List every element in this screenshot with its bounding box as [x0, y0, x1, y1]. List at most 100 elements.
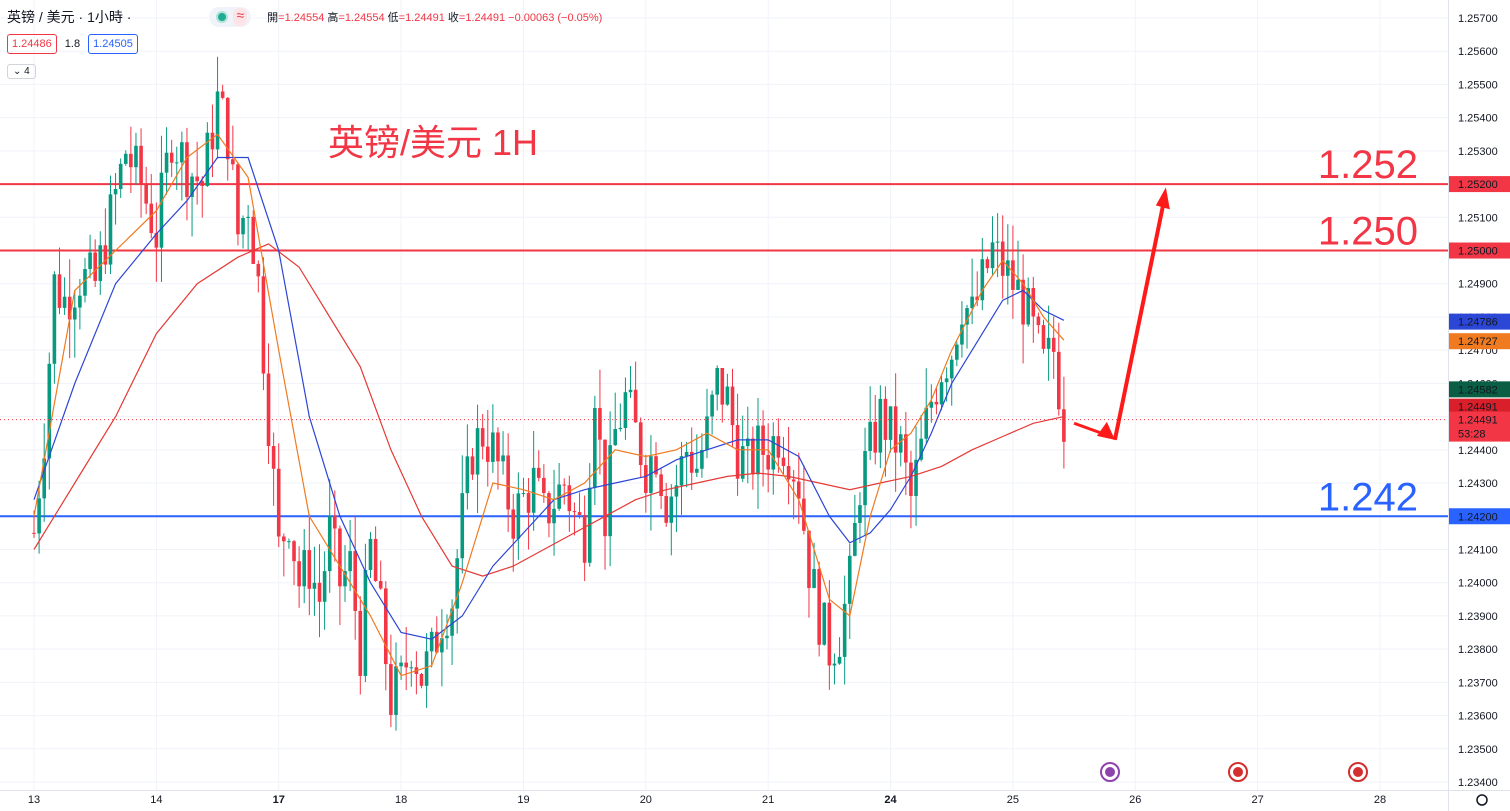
event-icon-core — [1105, 767, 1115, 777]
candle-body — [730, 386, 735, 426]
forecast-arrowhead-up — [1155, 187, 1170, 210]
candle-body — [700, 450, 704, 469]
candle-body — [893, 406, 898, 453]
level-price-badge — [1449, 176, 1510, 193]
candle-body — [210, 132, 215, 150]
candle-body — [939, 382, 944, 405]
price-axis-tick: 1.24900 — [1458, 279, 1498, 291]
candle-body — [37, 498, 41, 534]
candle-body — [383, 588, 388, 665]
buy-button[interactable]: 1.24505 — [88, 34, 138, 54]
symbol-title[interactable]: 英镑 / 美元 · 1小時 · — [7, 9, 132, 25]
candle-body — [536, 467, 541, 478]
high-key: 高 — [327, 12, 339, 24]
candle-body — [67, 296, 72, 320]
chevron-down-icon: ⌄ — [13, 66, 22, 77]
candle-body — [251, 216, 256, 264]
candle-body — [898, 434, 903, 453]
candle-body — [1011, 260, 1015, 290]
price-badge-text: 1.24582 — [1458, 384, 1498, 396]
candle-body — [123, 153, 128, 164]
price-badge-text: 1.24491 — [1458, 402, 1498, 414]
candle-body — [1062, 409, 1066, 442]
candle-body — [470, 456, 475, 475]
candle-body — [751, 438, 755, 475]
candle-body — [1036, 316, 1041, 326]
market-status-pill[interactable]: ≈ — [209, 7, 252, 27]
candle-body — [526, 493, 531, 513]
candle-body — [970, 296, 974, 309]
candle-body — [618, 427, 623, 430]
candle-body — [837, 656, 842, 664]
candle-body — [710, 394, 714, 417]
price-badge — [1449, 398, 1510, 415]
ma-mid-line — [33, 156, 1065, 640]
candle-body — [715, 368, 719, 395]
candle-body — [83, 269, 87, 296]
level-price-badge — [1449, 242, 1510, 259]
indicators-toggle[interactable]: ⌄ 4 — [7, 64, 36, 79]
candle-body — [822, 602, 827, 645]
candle-body — [1016, 279, 1020, 290]
candle-body — [562, 484, 567, 486]
candle-body — [404, 662, 408, 668]
candle-body — [322, 571, 327, 602]
candle-body — [1000, 241, 1005, 276]
candle-body — [689, 451, 694, 473]
candle-body — [241, 218, 245, 235]
candle-body — [914, 459, 918, 496]
candle-body — [1021, 279, 1025, 325]
level-price-badge — [1449, 508, 1510, 525]
candle-body — [909, 462, 913, 496]
candle-body — [200, 181, 205, 186]
candle-body — [317, 582, 322, 602]
candle-body — [628, 389, 633, 393]
candle-body — [394, 666, 398, 715]
candle-body — [52, 274, 57, 364]
candle-body — [475, 428, 480, 475]
candle-body — [399, 662, 403, 667]
candle-body — [134, 145, 138, 168]
candle-body — [297, 561, 301, 587]
lightning-event-icon — [1100, 762, 1120, 782]
candle-body — [409, 667, 414, 669]
price-axis-tick: 1.23600 — [1458, 711, 1498, 723]
candle-body — [934, 401, 939, 405]
price-axis-tick: 1.23400 — [1458, 777, 1498, 789]
sell-button[interactable]: 1.24486 — [7, 34, 57, 54]
candle-body — [271, 445, 276, 469]
candle-body — [378, 581, 383, 589]
candle-body — [1006, 260, 1010, 276]
candle-body — [669, 496, 674, 523]
low-value: =1.24491 — [398, 12, 445, 24]
time-axis-tick: 19 — [517, 794, 529, 806]
candle-body — [419, 674, 424, 686]
candle-body — [389, 664, 393, 715]
candle-body — [1046, 337, 1051, 349]
candle-body — [118, 163, 123, 190]
candle-body — [93, 252, 97, 281]
candle-body — [832, 663, 837, 666]
countdown-text: 53:28 — [1458, 429, 1486, 441]
candle-body — [246, 216, 250, 219]
candle-body — [1041, 325, 1046, 349]
candle-body — [842, 603, 847, 657]
candle-body — [139, 145, 143, 185]
candle-body — [552, 508, 556, 524]
price-badge — [1449, 381, 1510, 398]
time-axis-tick: 25 — [1007, 794, 1019, 806]
candle-body — [664, 496, 669, 523]
candle-body — [1026, 288, 1031, 325]
candle-body — [587, 487, 592, 563]
candle-body — [154, 233, 159, 248]
time-axis-tick: 21 — [762, 794, 774, 806]
price-axis-tick: 1.25500 — [1458, 79, 1498, 91]
candle-body — [807, 530, 811, 588]
candle-body — [659, 474, 663, 497]
event-icon-core — [1353, 767, 1363, 777]
price-axis-tick: 1.23800 — [1458, 644, 1498, 656]
candle-body — [858, 505, 862, 523]
candle-body — [582, 514, 587, 563]
candle-body — [348, 551, 352, 572]
